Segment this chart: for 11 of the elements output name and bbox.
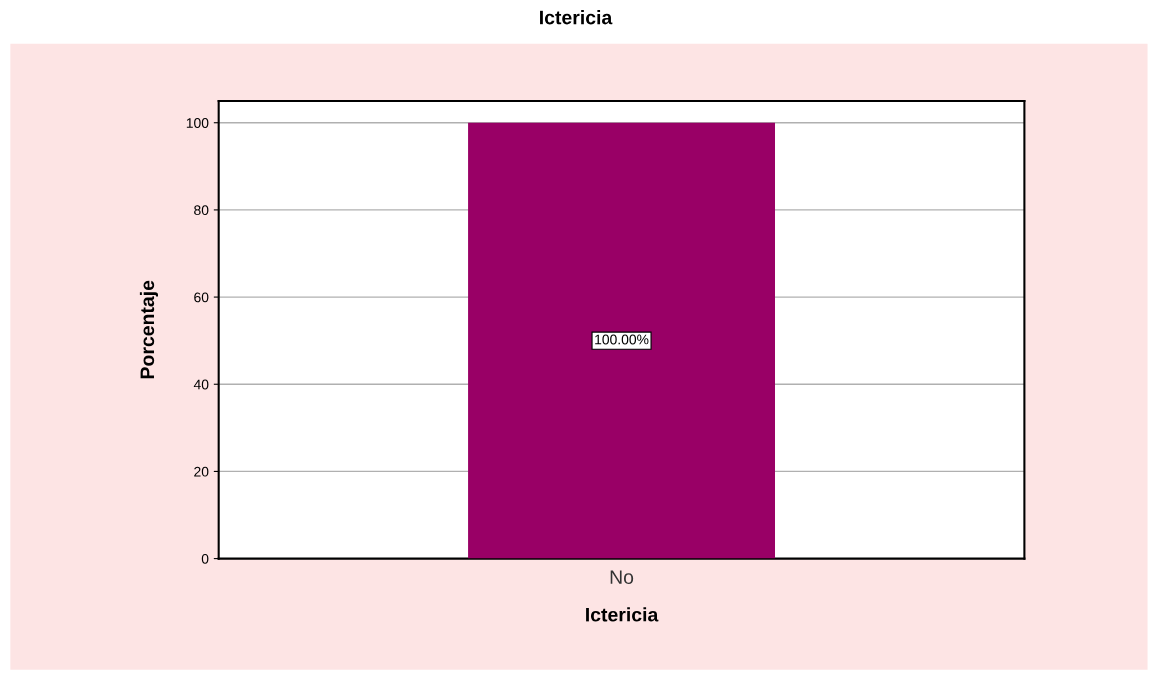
y-tick-label: 0 xyxy=(201,553,209,564)
x-axis-title: Ictericia xyxy=(586,607,659,622)
y-tick-label: 20 xyxy=(194,466,209,477)
y-tick-label: 60 xyxy=(194,292,209,303)
y-axis-title: Porcentaje xyxy=(139,280,159,379)
x-tick-label: No xyxy=(610,570,634,584)
y-tick-label: 100 xyxy=(186,118,209,128)
chart-title: Ictericia xyxy=(540,10,613,25)
data-label: 100.00% xyxy=(595,334,649,345)
y-tick-label: 80 xyxy=(194,205,209,216)
y-tick-label: 40 xyxy=(193,379,209,390)
